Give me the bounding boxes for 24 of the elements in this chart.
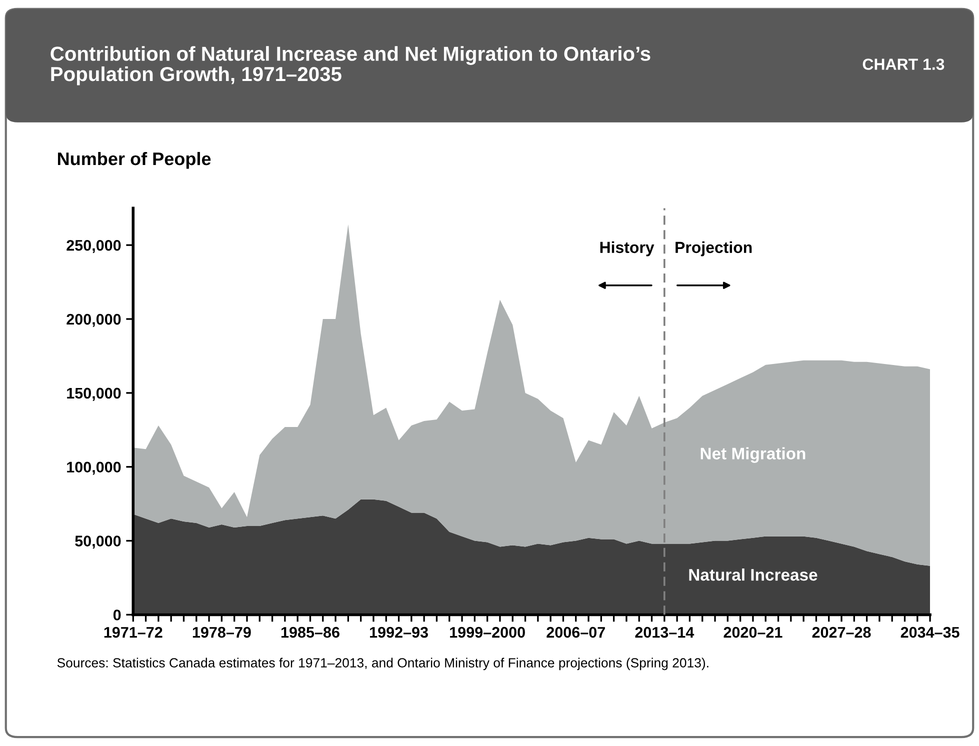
x-tick-label: 1978–79 [192, 626, 251, 638]
x-tick-label: 1971–72 [104, 626, 162, 638]
y-tick-label: 250,000 [66, 240, 121, 253]
series-label: Net Migration [700, 447, 806, 463]
y-axis-title: Number of People [58, 152, 211, 169]
chart-title: Contribution of Natural Increase and Net Migration to Ontario’s Population Growth, 1971–2035 [50, 46, 650, 86]
chart-subtitle: CHART 1.3 [862, 58, 944, 70]
x-tick-label: 2027–28 [812, 626, 871, 638]
series-label: Natural Increase [689, 568, 818, 581]
x-tick-label: 1999–2000 [450, 626, 525, 638]
y-tick-label: 150,000 [67, 388, 121, 401]
y-tick-label: 50,000 [75, 536, 121, 549]
y-tick-label: 100,000 [67, 462, 121, 475]
y-tick-label: 200,000 [66, 314, 121, 327]
source-note: Sources: Statistics Canada estimates for 1971–2013, and Ontario Ministry of Finance projections (Spring 2013). [57, 658, 708, 670]
x-tick-label: 1985–86 [281, 626, 340, 638]
x-tick-label: 1992–93 [370, 626, 428, 638]
x-tick-label: 2034–35 [900, 626, 960, 638]
x-tick-label: 2020–21 [724, 626, 782, 638]
y-tick-label: 0 [113, 610, 121, 620]
annotation: History [600, 241, 654, 256]
x-tick-label: 2006–07 [546, 626, 605, 638]
annotation: Projection [676, 241, 752, 256]
x-tick-label: 2013–14 [635, 626, 694, 638]
